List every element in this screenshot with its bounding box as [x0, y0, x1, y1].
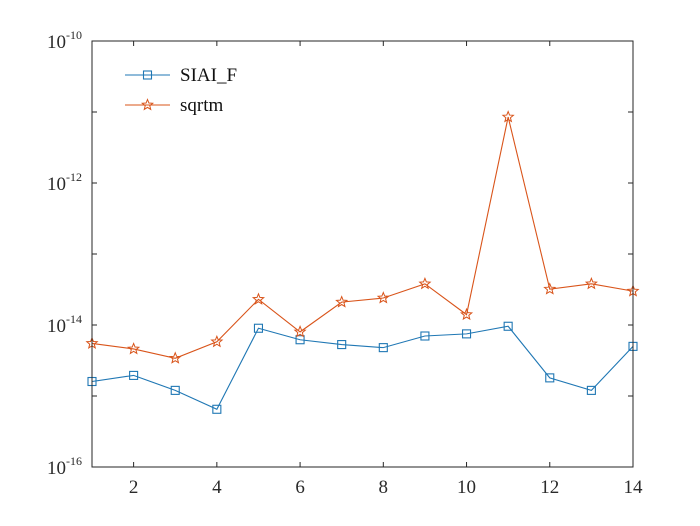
- y-tick-label: 10-10: [47, 28, 82, 53]
- data-point-sqrtm: [460, 307, 474, 321]
- legend-item-siai-f: SIAI_F: [125, 65, 237, 86]
- data-point-sqrtm: [127, 342, 141, 355]
- data-point-siai-f: [545, 373, 555, 383]
- x-tick-label: 6: [295, 477, 305, 498]
- x-tick-label: 4: [212, 477, 222, 498]
- x-tick-label: 10: [457, 477, 476, 498]
- x-tick-label: 8: [379, 477, 389, 498]
- data-point-siai-f: [295, 335, 305, 345]
- data-point-sqrtm: [293, 325, 307, 338]
- legend-marker: [140, 98, 155, 111]
- data-point-sqrtm: [335, 295, 349, 308]
- data-point-sqrtm: [251, 292, 265, 305]
- y-tick-label: 10-14: [47, 312, 82, 337]
- y-tick-label: 10-12: [47, 170, 82, 195]
- data-point-siai-f: [337, 340, 347, 350]
- data-point-siai-f: [503, 321, 513, 331]
- data-point-sqrtm: [376, 291, 390, 304]
- data-point-siai-f: [461, 329, 472, 339]
- series-line-siai-f: [91, 325, 634, 410]
- plot-marks: [85, 110, 640, 414]
- legend-item-sqrtm: sqrtm: [125, 95, 224, 116]
- data-point-siai-f: [253, 323, 264, 333]
- plot-area: [91, 40, 634, 468]
- data-point-sqrtm: [584, 276, 598, 290]
- data-point-sqrtm: [418, 276, 432, 290]
- y-tick-label: 10-16: [47, 454, 82, 479]
- x-axis: 2 4 6 8 10 12 14: [129, 41, 643, 498]
- x-tick-label: 14: [624, 477, 644, 498]
- legend-marker: [142, 70, 153, 80]
- x-tick-label: 2: [129, 477, 139, 498]
- data-point-sqrtm: [501, 110, 515, 123]
- data-point-siai-f: [129, 370, 139, 380]
- data-point-siai-f: [378, 343, 388, 353]
- series-sqrtm: [85, 110, 640, 364]
- data-point-siai-f: [170, 385, 180, 395]
- legend-label: SIAI_F: [180, 65, 237, 86]
- data-point-sqrtm: [168, 351, 182, 364]
- data-point-siai-f: [586, 385, 596, 395]
- x-tick-label: 12: [540, 477, 559, 498]
- data-point-siai-f: [212, 404, 222, 414]
- data-point-siai-f: [420, 331, 430, 341]
- y-axis: 10-16 10-14 10-12 10-10: [47, 28, 633, 479]
- series-line-sqrtm: [91, 116, 634, 359]
- series-siai-f: [87, 321, 638, 414]
- data-point-sqrtm: [210, 334, 224, 348]
- data-point-sqrtm: [543, 282, 557, 295]
- legend-label: sqrtm: [180, 95, 224, 116]
